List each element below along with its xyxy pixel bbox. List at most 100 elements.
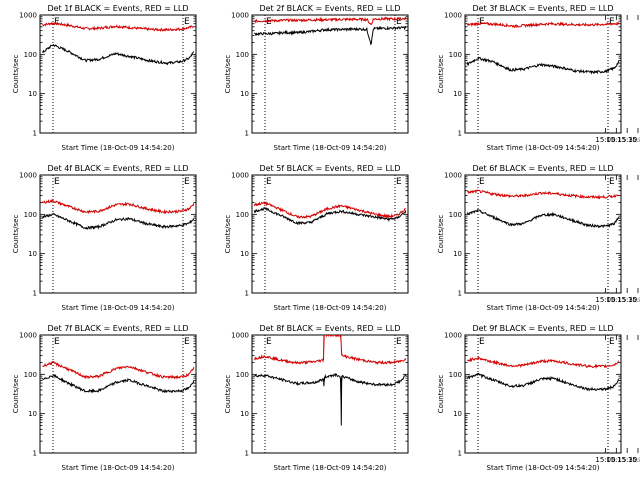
x-tick-label: 15:45 — [628, 136, 640, 144]
x-tick-label: 15:00 — [595, 456, 615, 464]
x-tick-label: 16:00 — [639, 136, 640, 144]
x-tick-label: 15:15 — [606, 456, 626, 464]
x-axis-label: Start Time (18-Oct-09 14:54:20) — [62, 144, 175, 152]
marker-label: E — [396, 337, 402, 347]
y-axis-label: Counts/sec — [437, 55, 445, 94]
y-tick-label: 1 — [33, 290, 37, 298]
x-tick-label: 15:15 — [606, 136, 626, 144]
chart-panel-5: Det 5f BLACK = Events, RED = LLD 1 10 100 10… — [224, 164, 409, 312]
marker-label: E — [479, 177, 485, 187]
series-line-lld — [41, 198, 195, 215]
y-tick-label: 100 — [236, 211, 249, 219]
marker-label: E — [266, 337, 272, 347]
plot-frame — [251, 14, 409, 134]
marker-label: E — [396, 17, 402, 27]
y-tick-label: 100 — [236, 371, 249, 379]
y-tick-label: 1000 — [444, 172, 462, 180]
y-axis-label: Counts/sec — [12, 375, 20, 414]
y-tick-label: 1 — [245, 450, 249, 458]
y-tick-label: 100 — [236, 51, 249, 59]
marker-label: E — [609, 17, 615, 27]
y-tick-label: 1000 — [444, 332, 462, 340]
series-line-events — [466, 208, 620, 229]
chart-panel-2: Det 2f BLACK = Events, RED = LLD 1 10 100 10… — [224, 4, 409, 152]
y-tick-label: 1 — [458, 290, 462, 298]
marker-label: E — [609, 177, 615, 187]
plot-frame — [39, 334, 197, 454]
y-tick-label: 100 — [449, 371, 462, 379]
marker-label: E — [479, 17, 485, 27]
x-axis-label: Start Time (18-Oct-09 14:54:20) — [62, 464, 175, 472]
chart-panel-7: Det 7f BLACK = Events, RED = LLD 1 10 100 10… — [12, 324, 640, 472]
x-axis-label: Start Time (18-Oct-09 14:54:20) — [274, 144, 387, 152]
series-line-lld — [254, 335, 407, 366]
y-axis-label: Counts/sec — [12, 215, 20, 254]
y-axis-label: Counts/sec — [12, 55, 20, 94]
series-line-lld — [466, 356, 619, 369]
marker-label: E — [184, 177, 190, 187]
x-tick-label: 15:30 — [617, 136, 637, 144]
chart-title: Det 1f BLACK = Events, RED = LLD — [47, 4, 188, 13]
plot-frame — [39, 14, 197, 134]
plot-frame — [251, 334, 409, 454]
x-tick-label: 15:30 — [617, 296, 637, 304]
x-axis-label: Start Time (18-Oct-09 14:54:20) — [62, 304, 175, 312]
y-axis-label: Counts/sec — [224, 55, 232, 94]
y-tick-label: 1 — [245, 290, 249, 298]
marker-label: E — [266, 177, 272, 187]
y-tick-label: 100 — [24, 371, 37, 379]
y-tick-label: 1 — [245, 130, 249, 138]
y-tick-label: 100 — [24, 211, 37, 219]
x-axis-label: Start Time (18-Oct-09 14:54:20) — [274, 464, 387, 472]
marker-label: E — [184, 17, 190, 27]
marker-label: E — [54, 177, 60, 187]
y-tick-label: 1000 — [231, 172, 249, 180]
chart-title: Det 6f BLACK = Events, RED = LLD — [472, 164, 613, 173]
y-tick-label: 1 — [33, 450, 37, 458]
y-tick-label: 100 — [449, 51, 462, 59]
series-line-events — [253, 207, 407, 226]
x-axis-label: Start Time (18-Oct-09 14:54:20) — [274, 304, 387, 312]
series-line-events — [42, 213, 195, 230]
chart-title: Det 8f BLACK = Events, RED = LLD — [259, 324, 400, 333]
chart-title: Det 5f BLACK = Events, RED = LLD — [259, 164, 400, 173]
chart-panel-9: Det 9f BLACK = Events, RED = LLD 1 10 100 10… — [437, 324, 622, 472]
series-line-events — [42, 374, 195, 394]
series-line-events — [253, 372, 407, 426]
series-line-events — [253, 25, 407, 46]
chart-panel-8: Det 8f BLACK = Events, RED = LLD 1 10 100 10… — [224, 324, 409, 472]
y-tick-label: 1 — [458, 450, 462, 458]
marker-label: E — [54, 17, 60, 27]
y-tick-label: 10 — [453, 90, 462, 98]
y-tick-label: 10 — [453, 410, 462, 418]
series-line-lld — [42, 21, 194, 32]
chart-title: Det 7f BLACK = Events, RED = LLD — [47, 324, 188, 333]
y-tick-label: 10 — [240, 410, 249, 418]
y-axis-label: Counts/sec — [437, 215, 445, 254]
chart-title: Det 3f BLACK = Events, RED = LLD — [472, 4, 613, 13]
y-tick-label: 1 — [33, 130, 37, 138]
y-tick-label: 10 — [453, 250, 462, 258]
y-tick-label: 100 — [24, 51, 37, 59]
marker-label: E — [184, 337, 190, 347]
marker-label: E — [609, 337, 615, 347]
y-axis-label: Counts/sec — [224, 375, 232, 414]
marker-label: E — [396, 177, 402, 187]
plot-frame — [464, 14, 622, 134]
y-tick-label: 1000 — [444, 12, 462, 20]
series-line-events — [42, 44, 195, 66]
marker-label: E — [54, 337, 60, 347]
chart-panel-6: Det 6f BLACK = Events, RED = LLD 1 10 100 10… — [437, 164, 622, 312]
y-axis-label: Counts/sec — [437, 375, 445, 414]
series-line-lld — [254, 16, 407, 25]
chart-title: Det 9f BLACK = Events, RED = LLD — [472, 324, 613, 333]
x-tick-label: 15:45 — [628, 456, 640, 464]
y-tick-label: 1000 — [231, 12, 249, 20]
y-tick-label: 10 — [240, 250, 249, 258]
x-axis-label: Start Time (18-Oct-09 14:54:20) — [487, 304, 600, 312]
x-tick-label: 15:00 — [595, 136, 615, 144]
marker-label: E — [266, 17, 272, 27]
plot-frame — [251, 174, 409, 294]
x-tick-label: 15:15 — [606, 296, 626, 304]
